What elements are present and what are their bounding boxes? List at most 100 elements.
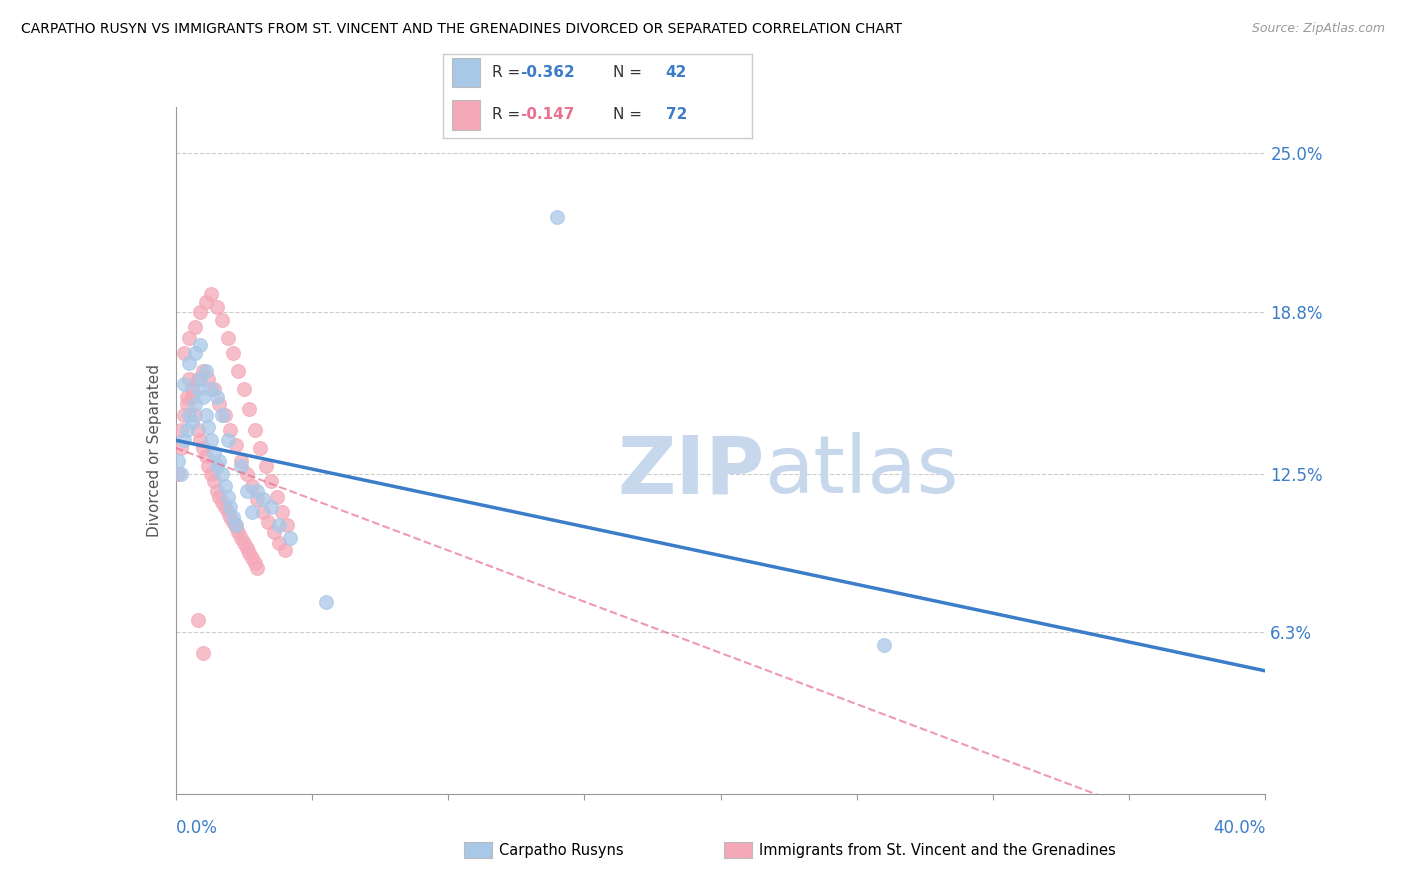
Point: [257, 515, 280, 529]
Text: N =: N =: [613, 107, 647, 122]
Point: [194, 449, 217, 463]
Point: [252, 492, 274, 507]
Point: [228, 364, 250, 378]
Text: atlas: atlas: [765, 432, 959, 510]
Point: [205, 458, 228, 473]
Point: [243, 423, 266, 437]
Point: [217, 505, 239, 519]
Point: [186, 382, 209, 396]
Text: -0.147: -0.147: [520, 107, 575, 122]
Point: [200, 434, 222, 448]
Point: [194, 294, 217, 309]
Point: [181, 382, 204, 396]
Point: [173, 434, 195, 448]
Point: [191, 390, 214, 404]
Text: Immigrants from St. Vincent and the Grenadines: Immigrants from St. Vincent and the Gren…: [759, 843, 1116, 857]
Point: [186, 613, 209, 627]
Point: [167, 467, 190, 481]
Point: [235, 484, 257, 499]
Point: [188, 434, 211, 448]
Point: [254, 458, 277, 473]
Point: [240, 479, 263, 493]
Point: [170, 441, 193, 455]
Text: 72: 72: [665, 107, 688, 122]
Text: N =: N =: [613, 65, 647, 80]
Point: [235, 541, 257, 555]
Point: [202, 382, 225, 396]
Point: [214, 500, 236, 514]
Point: [184, 397, 207, 411]
Point: [181, 390, 204, 404]
Point: [194, 364, 217, 378]
Point: [179, 372, 201, 386]
Point: [194, 408, 217, 422]
Point: [191, 364, 214, 378]
Bar: [453, 100, 479, 130]
Point: [238, 402, 260, 417]
Bar: [453, 58, 479, 87]
Point: [188, 372, 211, 386]
Point: [176, 397, 198, 411]
Point: [214, 408, 236, 422]
Point: [243, 556, 266, 570]
Point: [214, 479, 236, 493]
Point: [260, 474, 283, 488]
Point: [197, 458, 219, 473]
Point: [186, 372, 209, 386]
Point: [205, 484, 228, 499]
Text: 40.0%: 40.0%: [1213, 819, 1265, 837]
Point: [225, 517, 247, 532]
Point: [191, 441, 214, 455]
Point: [211, 467, 233, 481]
Point: [225, 438, 247, 452]
Point: [184, 320, 207, 334]
Point: [173, 376, 195, 391]
Point: [232, 382, 254, 396]
Point: [231, 531, 253, 545]
Point: [274, 543, 297, 558]
Text: -0.362: -0.362: [520, 65, 575, 80]
Point: [200, 467, 222, 481]
Text: R =: R =: [492, 65, 526, 80]
Point: [188, 338, 211, 352]
Point: [246, 561, 269, 575]
Point: [231, 453, 253, 467]
Text: CARPATHO RUSYN VS IMMIGRANTS FROM ST. VINCENT AND THE GRENADINES DIVORCED OR SEP: CARPATHO RUSYN VS IMMIGRANTS FROM ST. VI…: [21, 22, 903, 37]
Point: [176, 390, 198, 404]
Point: [217, 490, 239, 504]
Point: [222, 510, 245, 524]
Point: [260, 500, 283, 514]
Point: [197, 372, 219, 386]
Point: [252, 505, 274, 519]
Point: [200, 382, 222, 396]
Text: Carpatho Rusyns: Carpatho Rusyns: [499, 843, 624, 857]
Y-axis label: Divorced or Separated: Divorced or Separated: [146, 364, 162, 537]
Point: [219, 500, 242, 514]
Point: [211, 494, 233, 508]
Point: [205, 300, 228, 314]
Point: [222, 346, 245, 360]
Point: [222, 515, 245, 529]
Point: [205, 390, 228, 404]
Point: [269, 517, 291, 532]
Point: [167, 453, 190, 467]
Point: [181, 415, 204, 429]
Point: [211, 408, 233, 422]
Point: [208, 453, 231, 467]
Point: [191, 646, 214, 660]
Point: [246, 484, 269, 499]
Text: 42: 42: [665, 65, 688, 80]
Point: [249, 441, 271, 455]
Point: [184, 346, 207, 360]
Point: [184, 408, 207, 422]
Point: [179, 408, 201, 422]
Point: [173, 346, 195, 360]
Point: [228, 525, 250, 540]
Point: [231, 458, 253, 473]
Point: [211, 312, 233, 326]
Point: [170, 467, 193, 481]
Point: [263, 525, 285, 540]
Point: [202, 446, 225, 460]
Point: [170, 423, 193, 437]
Point: [546, 211, 568, 225]
